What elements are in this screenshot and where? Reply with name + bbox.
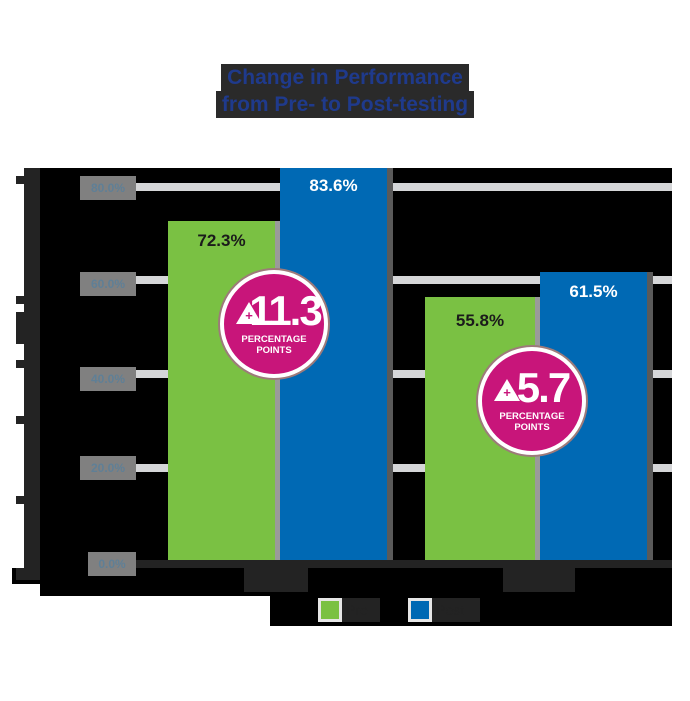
gridline-60 — [136, 276, 672, 284]
delta-value: 5.7 — [516, 364, 571, 411]
y-axis-tick — [16, 496, 24, 504]
legend-label-pre: Pre — [342, 598, 380, 622]
bar-value-label: 55.8% — [455, 311, 505, 330]
delta-caption: PERCENTAGE POINTS — [241, 334, 307, 356]
bar-value-label: 72.3% — [197, 231, 246, 250]
legend: Pre Post — [318, 596, 678, 624]
legend-label-post: Post — [432, 598, 480, 622]
x-axis-baseline — [136, 560, 672, 568]
y-tick-label: 0.0% — [88, 552, 136, 576]
delta-caption: PERCENTAGE POINTS — [499, 411, 565, 433]
gridline-20 — [136, 464, 672, 472]
chart-title-line2: from Pre- to Post-testing — [215, 91, 475, 118]
x-label-group2 — [503, 568, 575, 592]
y-tick-label: 80.0% — [80, 176, 136, 200]
chart-title: Change in Performance from Pre- to Post-… — [0, 64, 690, 118]
triangle-delta-icon — [236, 302, 262, 324]
y-axis-tick — [16, 568, 24, 580]
gridline-80 — [136, 183, 672, 191]
delta-badge-group1: + 11.3 PERCENTAGE POINTS — [220, 270, 328, 378]
delta-badge-group2: + 5.7 PERCENTAGE POINTS — [478, 347, 586, 455]
y-axis-tick — [16, 416, 24, 424]
y-axis-tick — [16, 296, 24, 304]
lower-background-left — [12, 568, 262, 584]
y-tick-label: 60.0% — [80, 272, 136, 296]
y-axis-strip — [24, 168, 40, 580]
y-tick-label: 20.0% — [80, 456, 136, 480]
delta-value: 11.3 — [249, 287, 322, 334]
y-axis-tick — [16, 360, 24, 368]
plus-icon: + — [503, 385, 511, 400]
legend-swatch-post — [408, 598, 432, 622]
y-axis-tick — [16, 176, 24, 184]
plus-icon: + — [245, 308, 253, 323]
bar-value-label: 61.5% — [569, 282, 618, 301]
x-label-group1 — [244, 568, 308, 592]
triangle-delta-icon — [494, 379, 520, 401]
y-tick-label: 40.0% — [80, 367, 136, 391]
y-axis-tick — [16, 312, 24, 344]
gridline-40 — [136, 370, 672, 378]
chart-title-line1: Change in Performance — [221, 64, 469, 91]
legend-swatch-pre — [318, 598, 342, 622]
bar-value-label: 83.6% — [309, 176, 358, 195]
bar-group2-post: 61.5% — [540, 272, 653, 560]
